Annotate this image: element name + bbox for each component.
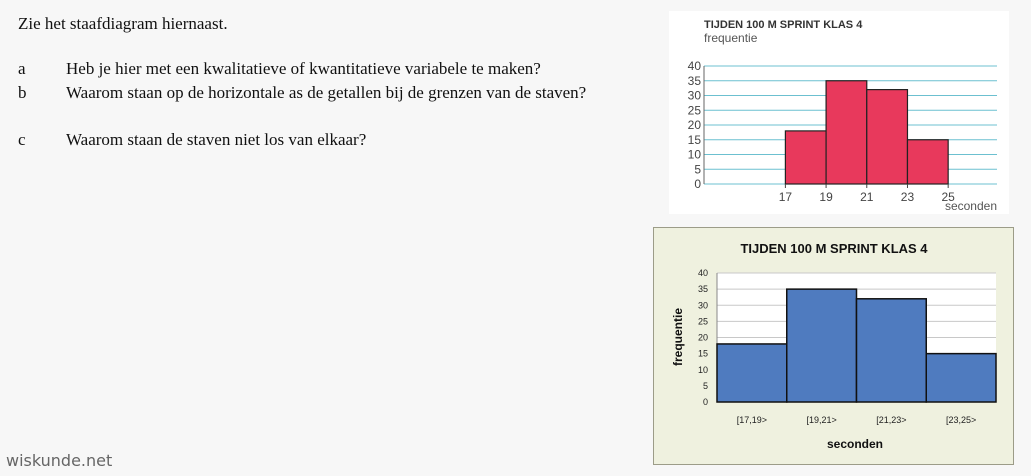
- y-tick-label: 10: [698, 365, 708, 375]
- histogram-bar: [786, 288, 858, 403]
- histogram-bar: [855, 298, 927, 403]
- y-tick-label: 30: [688, 89, 702, 103]
- x-tick-label: 23: [901, 190, 915, 204]
- histogram-bar: [906, 139, 949, 185]
- x-axis-label: seconden: [827, 437, 883, 451]
- question-letter: a: [18, 59, 26, 78]
- y-tick-label: 35: [688, 74, 702, 88]
- y-tick-label: 35: [698, 284, 708, 294]
- y-tick-label: 15: [698, 349, 708, 359]
- y-tick-label: 0: [694, 177, 701, 191]
- x-tick-label: [23,25>: [946, 415, 976, 425]
- y-axis-label: frequentie: [671, 308, 685, 366]
- histogram-blue-svg: TIJDEN 100 M SPRINT KLAS 4 frequentie se…: [671, 241, 997, 451]
- histogram-bar: [825, 80, 868, 185]
- histogram-bar: [716, 343, 788, 403]
- chart-title: TIJDEN 100 M SPRINT KLAS 4: [740, 241, 928, 256]
- question-text: Waarom staan de staven niet los van elka…: [66, 130, 367, 149]
- x-tick-label: [21,23>: [876, 415, 906, 425]
- chart-title: TIJDEN 100 M SPRINT KLAS 4: [704, 19, 863, 31]
- y-tick-label: 40: [698, 268, 708, 278]
- y-tick-label: 5: [703, 381, 708, 391]
- histogram-bar: [925, 352, 997, 403]
- y-tick-label: 20: [688, 118, 702, 132]
- y-tick-label: 15: [688, 133, 702, 147]
- histogram-pink-svg: TIJDEN 100 M SPRINT KLAS 4 frequentie se…: [688, 19, 997, 213]
- x-tick-label: [19,21>: [806, 415, 836, 425]
- y-tick-label: 20: [698, 333, 708, 343]
- y-tick-label: 25: [698, 316, 708, 326]
- histogram-bar: [866, 88, 909, 185]
- x-axis-label: seconden: [945, 199, 997, 213]
- question-letter: c: [18, 130, 26, 149]
- histogram-pink: TIJDEN 100 M SPRINT KLAS 4 frequentie se…: [669, 11, 1009, 214]
- question-letter: b: [18, 83, 27, 102]
- question-text: Waarom staan op de horizontale as de get…: [66, 83, 587, 102]
- site-watermark: wiskunde.net: [6, 451, 113, 470]
- y-tick-label: 40: [688, 59, 702, 73]
- y-tick-label: 0: [703, 397, 708, 407]
- y-tick-label: 5: [694, 162, 701, 176]
- x-tick-label: 17: [779, 190, 793, 204]
- x-tick-label: 19: [819, 190, 833, 204]
- question-text: Heb je hier met een kwalitatieve of kwan…: [66, 59, 541, 78]
- histogram-bar: [784, 130, 827, 185]
- y-tick-label: 30: [698, 300, 708, 310]
- x-tick-label: 21: [860, 190, 874, 204]
- y-tick-label: 10: [688, 148, 702, 162]
- intro-text: Zie het staafdiagram hiernaast.: [18, 14, 228, 33]
- x-tick-label: [17,19>: [737, 415, 767, 425]
- histogram-blue: TIJDEN 100 M SPRINT KLAS 4 frequentie se…: [653, 227, 1014, 465]
- y-tick-label: 25: [688, 103, 702, 117]
- y-axis-label: frequentie: [704, 31, 758, 45]
- x-tick-label: 25: [941, 190, 955, 204]
